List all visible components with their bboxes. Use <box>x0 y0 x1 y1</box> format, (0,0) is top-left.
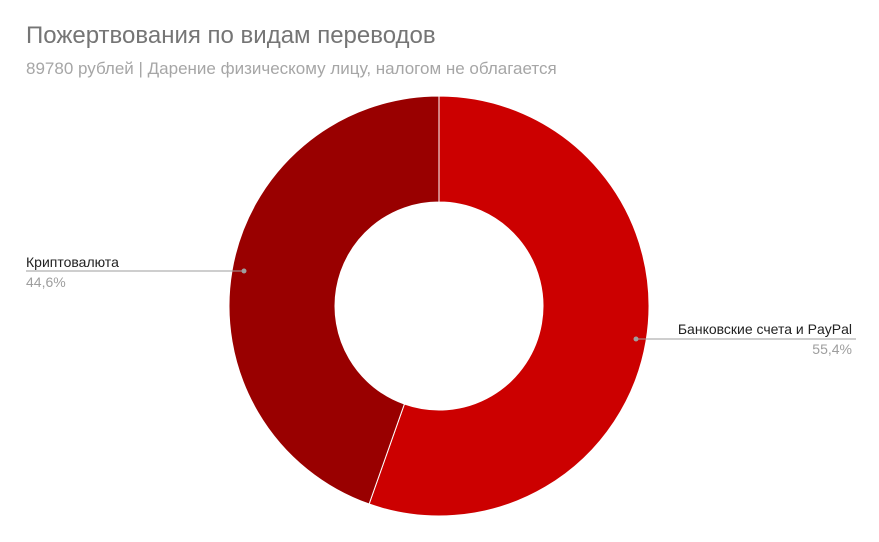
chart-subtitle: 89780 рублей | Дарение физическому лицу,… <box>26 59 557 78</box>
slice-percent-crypto: 44,6% <box>26 274 66 290</box>
slice-label-crypto: Криптовалюта <box>26 254 119 270</box>
slice-label-banking: Банковские счета и PayPal <box>678 321 852 337</box>
chart-title: Пожертвования по видам переводов <box>26 22 436 49</box>
slice-callout-banking: Банковские счета и PayPal 55,4% <box>633 321 856 357</box>
leader-dot-crypto <box>241 268 247 274</box>
slice-percent-banking: 55,4% <box>812 341 852 357</box>
slices-group <box>228 95 650 517</box>
donut-slice-crypto <box>228 95 440 505</box>
slice-callout-crypto: Криптовалюта 44,6% <box>26 254 247 290</box>
leader-dot-banking <box>633 336 639 342</box>
